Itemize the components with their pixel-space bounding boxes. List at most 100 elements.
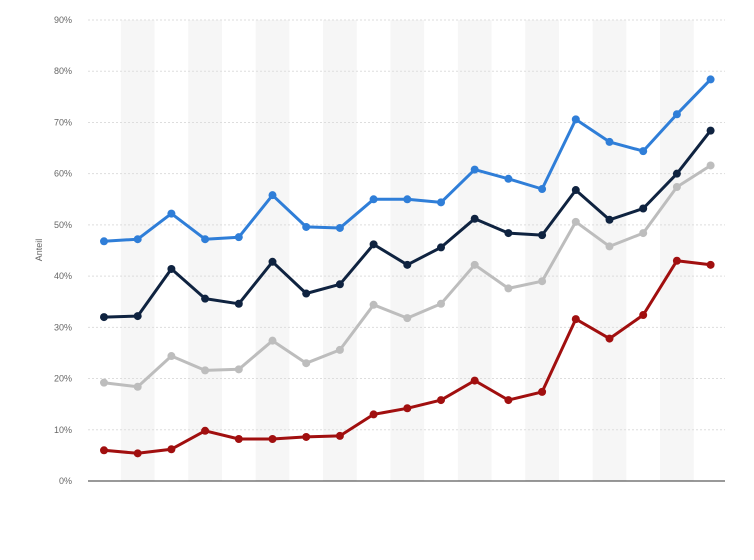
data-point[interactable] <box>133 235 142 244</box>
series-1 <box>100 75 715 246</box>
data-point[interactable] <box>302 222 311 231</box>
data-point[interactable] <box>470 165 479 174</box>
column-band <box>188 20 222 481</box>
data-point[interactable] <box>639 229 648 238</box>
data-point[interactable] <box>672 256 681 265</box>
data-point[interactable] <box>234 365 243 374</box>
data-point[interactable] <box>167 264 176 273</box>
y-tick-label: 20% <box>54 374 72 384</box>
data-point[interactable] <box>571 315 580 324</box>
y-tick-label: 60% <box>54 169 72 179</box>
series-3 <box>100 161 715 391</box>
data-point[interactable] <box>470 376 479 385</box>
data-point[interactable] <box>538 185 547 194</box>
data-point[interactable] <box>605 137 614 146</box>
data-point[interactable] <box>335 223 344 232</box>
column-band <box>323 20 357 481</box>
data-point[interactable] <box>437 243 445 252</box>
data-point[interactable] <box>133 382 142 391</box>
data-point[interactable] <box>133 449 142 458</box>
data-point[interactable] <box>403 404 412 413</box>
column-band <box>660 20 694 481</box>
data-point[interactable] <box>167 352 176 361</box>
data-point[interactable] <box>639 204 648 213</box>
data-point[interactable] <box>100 313 108 322</box>
y-axis-ticks: 0% 10% 20% 30% 40% 50% 60% 70% 80% 90% <box>54 15 72 486</box>
y-tick-label: 90% <box>54 15 72 25</box>
data-point[interactable] <box>100 378 108 387</box>
data-point[interactable] <box>706 161 715 170</box>
data-point[interactable] <box>302 432 311 441</box>
data-point[interactable] <box>672 182 681 191</box>
data-point[interactable] <box>470 214 479 223</box>
data-point[interactable] <box>268 191 277 200</box>
data-point[interactable] <box>201 294 210 303</box>
data-point[interactable] <box>639 311 648 320</box>
y-axis-title: Anteil <box>34 239 44 262</box>
series-2 <box>100 126 715 322</box>
series-group <box>100 75 715 458</box>
data-point[interactable] <box>100 446 108 455</box>
data-point[interactable] <box>167 445 176 454</box>
data-point[interactable] <box>605 242 614 251</box>
data-point[interactable] <box>538 231 547 240</box>
data-point[interactable] <box>268 336 277 345</box>
column-bands <box>120 20 694 481</box>
data-point[interactable] <box>234 299 243 308</box>
data-point[interactable] <box>335 345 344 354</box>
data-point[interactable] <box>369 300 378 309</box>
data-point[interactable] <box>268 257 277 266</box>
data-point[interactable] <box>403 260 412 269</box>
data-point[interactable] <box>437 198 445 207</box>
data-point[interactable] <box>706 75 715 84</box>
data-point[interactable] <box>335 431 344 440</box>
data-point[interactable] <box>302 289 311 298</box>
data-point[interactable] <box>335 280 344 289</box>
series-4 <box>100 256 715 458</box>
y-tick-label: 70% <box>54 117 72 127</box>
data-point[interactable] <box>201 426 210 435</box>
data-point[interactable] <box>571 115 580 124</box>
y-tick-label: 80% <box>54 66 72 76</box>
data-point[interactable] <box>403 314 412 323</box>
data-point[interactable] <box>504 229 513 238</box>
y-tick-label: 30% <box>54 322 72 332</box>
data-point[interactable] <box>369 195 378 204</box>
y-tick-label: 0% <box>59 476 72 486</box>
data-point[interactable] <box>100 237 108 246</box>
column-band <box>457 20 492 481</box>
data-point[interactable] <box>639 147 648 156</box>
data-point[interactable] <box>504 284 513 293</box>
data-point[interactable] <box>504 396 513 405</box>
data-point[interactable] <box>706 260 715 269</box>
data-point[interactable] <box>369 410 378 419</box>
data-point[interactable] <box>672 110 681 119</box>
data-point[interactable] <box>571 217 580 226</box>
data-point[interactable] <box>571 186 580 195</box>
data-point[interactable] <box>437 299 445 308</box>
data-point[interactable] <box>133 312 142 321</box>
data-point[interactable] <box>234 233 243 242</box>
data-point[interactable] <box>538 387 547 396</box>
data-point[interactable] <box>369 240 378 249</box>
data-point[interactable] <box>437 396 445 405</box>
data-point[interactable] <box>706 126 715 135</box>
data-point[interactable] <box>167 209 176 218</box>
data-point[interactable] <box>672 169 681 178</box>
data-point[interactable] <box>605 334 614 343</box>
data-point[interactable] <box>504 174 513 183</box>
data-point[interactable] <box>234 434 243 443</box>
data-point[interactable] <box>302 359 311 368</box>
data-point[interactable] <box>605 215 614 224</box>
column-band <box>592 20 627 481</box>
data-point[interactable] <box>403 195 412 204</box>
y-tick-label: 50% <box>54 220 72 230</box>
column-band <box>120 20 155 481</box>
data-point[interactable] <box>538 277 547 286</box>
y-tick-label: 40% <box>54 271 72 281</box>
data-point[interactable] <box>201 366 210 375</box>
data-point[interactable] <box>268 434 277 443</box>
data-point[interactable] <box>470 260 479 269</box>
data-point[interactable] <box>201 235 210 244</box>
